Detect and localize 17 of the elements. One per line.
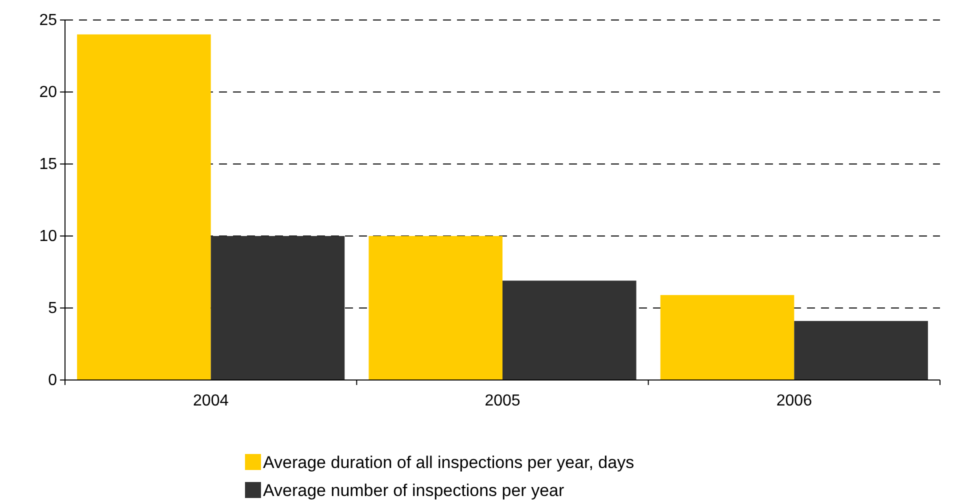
x-tick-label: 2005 <box>484 392 520 410</box>
x-tick-label: 2006 <box>776 392 812 410</box>
y-tick-label: 5 <box>48 300 58 318</box>
y-tick-label: 25 <box>39 12 58 30</box>
bar <box>210 236 345 380</box>
bar <box>660 295 794 380</box>
bar <box>502 280 636 380</box>
bar <box>368 236 502 380</box>
y-tick-label: 15 <box>39 156 58 174</box>
bar <box>77 34 211 380</box>
y-tick-label: 0 <box>48 372 58 390</box>
legend-label: Average number of inspections per year <box>263 481 564 500</box>
y-tick-label: 20 <box>39 84 58 102</box>
bar <box>794 320 928 380</box>
x-tick-label: 2004 <box>193 392 229 410</box>
y-tick-label: 10 <box>39 228 58 246</box>
legend-label: Average duration of all inspections per year, days <box>263 453 634 472</box>
